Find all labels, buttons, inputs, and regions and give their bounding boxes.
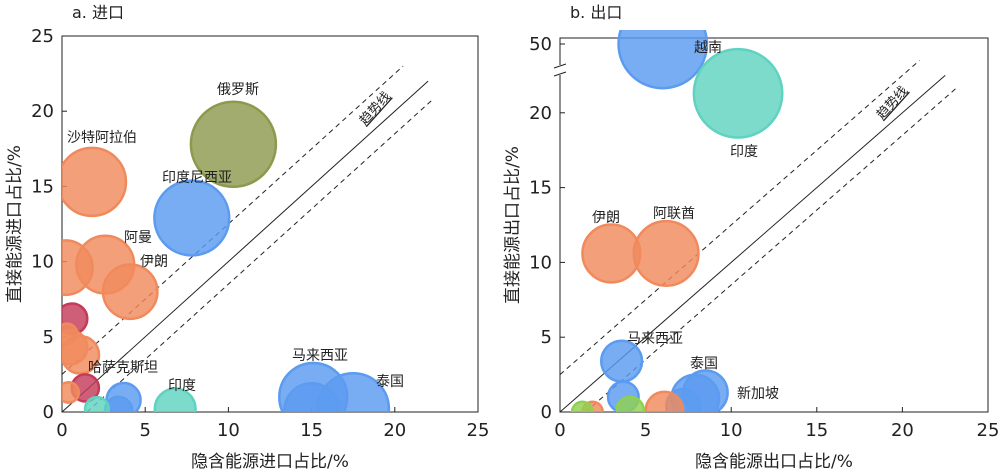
trend-band-line: [559, 60, 920, 375]
bubble-label: 沙特阿拉伯: [67, 130, 137, 146]
bubble-印度: [692, 47, 784, 139]
bubble: [570, 400, 594, 412]
y-axis-label: 直接能源进口占比/%: [5, 145, 25, 303]
trend-line: [61, 80, 429, 413]
y-axis-label: 直接能源出口占比/%: [503, 146, 523, 304]
bubble-label: 哈萨克斯坦: [88, 360, 158, 376]
bubbles: [62, 100, 391, 412]
bubble-label: 印度: [730, 144, 758, 160]
bubble-label: 阿联酋: [653, 205, 695, 222]
bubble-label: 印度尼西亚: [162, 170, 232, 186]
panel-title: a. 进口: [72, 3, 124, 22]
x-tick-label: 10: [217, 420, 240, 441]
bubble-伊朗: [581, 223, 642, 284]
trend-line-label: 趋势线: [356, 89, 394, 129]
y-tick-label: 15: [529, 178, 552, 199]
bubble: [62, 381, 81, 404]
bubbles: [570, 30, 784, 412]
y-tick-label: 20: [529, 103, 552, 124]
trend-band-line: [86, 98, 434, 413]
x-axis-label: 隐含能源出口占比/%: [695, 452, 853, 472]
x-tick-label: 20: [383, 420, 406, 441]
bubble-label: 伊朗: [592, 210, 620, 226]
bubble-label: 泰国: [690, 356, 718, 372]
y-tick-label: 5: [541, 327, 552, 348]
x-tick-label: 0: [554, 420, 565, 441]
bubble-label: 伊朗: [140, 254, 168, 270]
bubble-label: 新加坡: [737, 386, 779, 402]
x-tick-label: 20: [891, 420, 914, 441]
bubble-俄罗斯: [189, 100, 278, 189]
axis-break-gap: [554, 65, 566, 75]
y-tick-label: 20: [31, 101, 54, 122]
x-tick-label: 5: [640, 420, 651, 441]
y-tick-label: 10: [31, 252, 54, 273]
bubble-label: 越南: [694, 40, 722, 56]
bubble-label: 马来西亚: [292, 348, 348, 364]
plot-frame: [61, 35, 479, 413]
bubble-印度尼西亚: [153, 179, 231, 257]
x-tick-label: 15: [300, 420, 323, 441]
bubble: [644, 390, 685, 412]
x-tick-label: 25: [977, 420, 1000, 441]
trend-band-line: [61, 65, 404, 375]
x-tick-label: 15: [805, 420, 828, 441]
bubble-label: 马来西亚: [627, 331, 683, 347]
x-tick-label: 10: [720, 420, 743, 441]
bubble: [83, 395, 111, 412]
trend-band-line: [585, 86, 958, 413]
bubble: [283, 382, 341, 412]
y-tick-label: 5: [43, 327, 54, 348]
bubble-label: 俄罗斯: [217, 82, 259, 98]
x-tick-label: 25: [467, 420, 490, 441]
x-tick-label: 5: [139, 420, 150, 441]
bubble-label: 印度: [168, 378, 196, 394]
y-tick-label: 50: [529, 34, 552, 55]
trend-line-label: 趋势线: [873, 83, 911, 123]
y-tick-label: 0: [43, 402, 54, 423]
bubble-伊朗: [101, 263, 159, 321]
y-tick-label: 25: [31, 26, 54, 47]
bubble-印度: [153, 387, 197, 412]
axis-break-mark: [553, 63, 567, 69]
bubble: [62, 334, 101, 375]
panel-title: b. 出口: [570, 3, 622, 22]
axis-break-mark: [553, 71, 567, 77]
bubble-阿联酋: [632, 219, 700, 287]
bubble-沙特阿拉伯: [62, 146, 128, 218]
plot-frame: [559, 37, 989, 413]
bubble-label: 阿曼: [124, 230, 152, 246]
x-tick-label: 0: [56, 420, 67, 441]
x-axis-label: 隐含能源进口占比/%: [191, 452, 349, 472]
bubble-label: 泰国: [376, 374, 404, 390]
y-tick-label: 15: [31, 176, 54, 197]
bubble-越南: [617, 30, 709, 90]
bubble: [62, 239, 94, 297]
y-tick-label: 10: [529, 252, 552, 273]
bubble: [615, 395, 646, 412]
y-tick-label: 0: [541, 402, 552, 423]
